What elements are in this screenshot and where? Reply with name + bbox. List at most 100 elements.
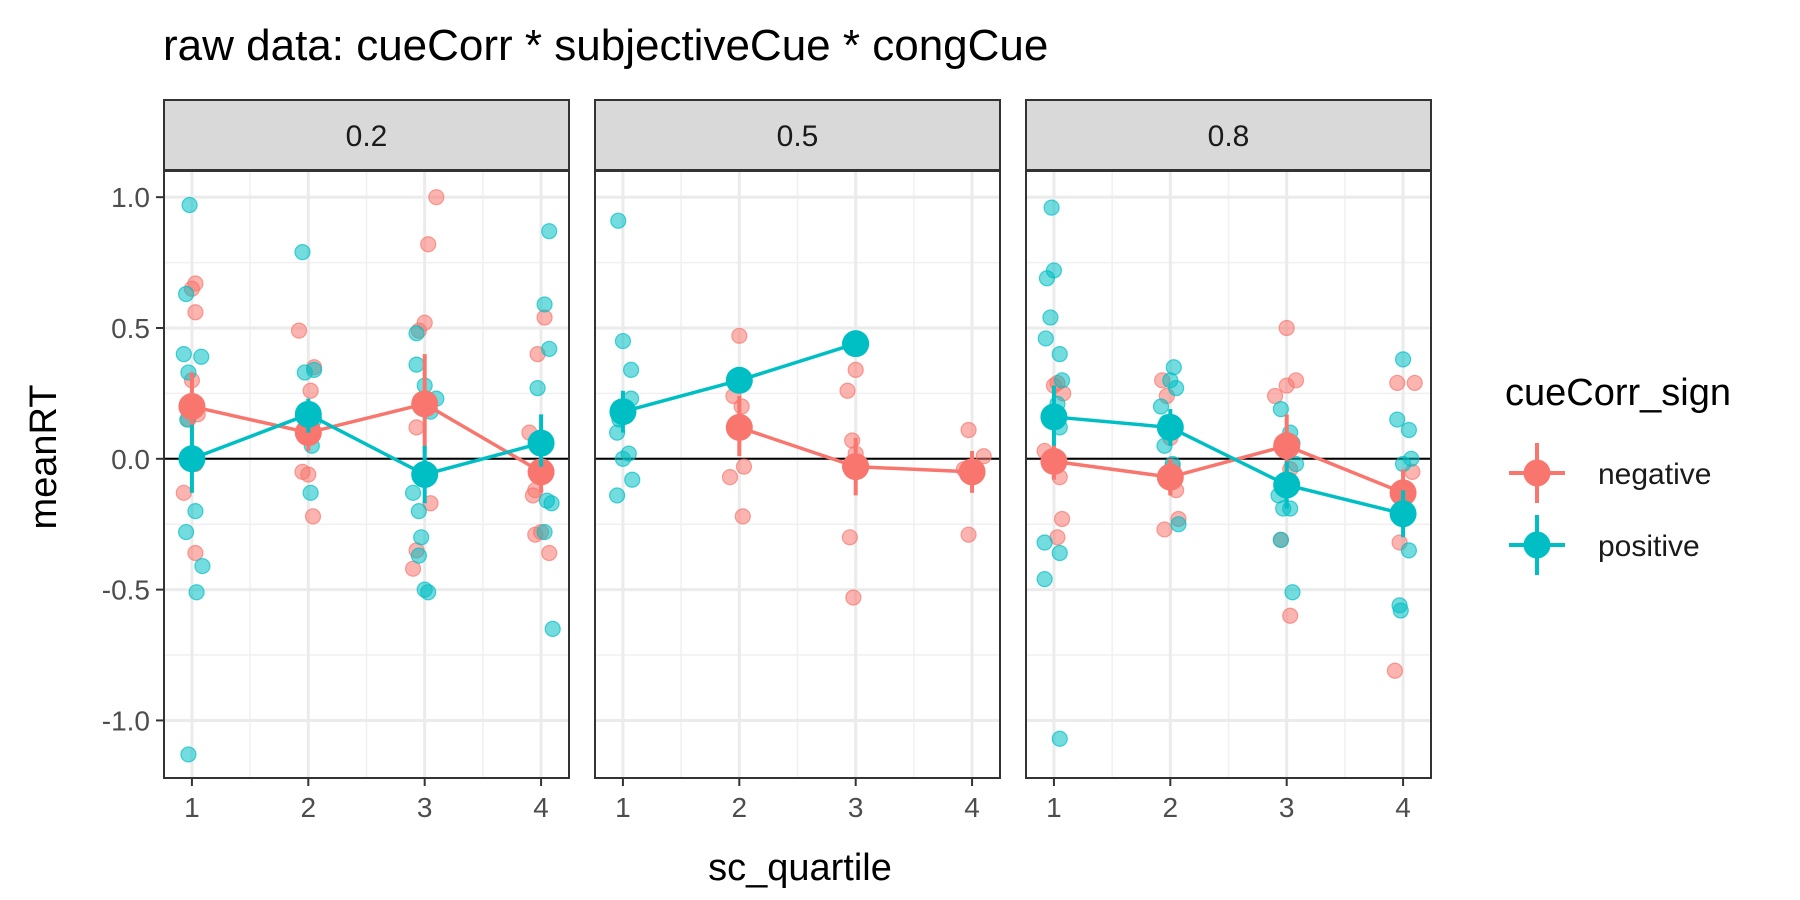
data-point-negative — [839, 382, 856, 399]
y-axis-label: meanRT — [23, 384, 65, 529]
data-point-positive — [1051, 544, 1068, 562]
x-tick-label: 1 — [1046, 792, 1062, 823]
data-point-positive — [1036, 571, 1053, 588]
data-point-positive — [175, 346, 192, 363]
data-point-positive — [1287, 455, 1305, 473]
data-point-positive — [614, 332, 632, 350]
data-point-negative — [1282, 607, 1299, 624]
y-tick-label: -1.0 — [102, 705, 150, 736]
data-point-negative — [975, 448, 992, 465]
mean-point-negative — [725, 413, 753, 441]
legend-entry-positive: positive — [1509, 515, 1700, 575]
mean-point-positive — [1040, 403, 1068, 431]
data-point-positive — [536, 296, 553, 313]
panel-border — [594, 170, 1001, 779]
data-point-negative — [1386, 662, 1404, 679]
facet-strip — [1025, 99, 1432, 171]
data-point-negative — [187, 304, 204, 321]
mean-point-positive — [725, 366, 753, 394]
legend-title: cueCorr_sign — [1505, 372, 1731, 414]
data-point-positive — [420, 584, 437, 601]
mean-point-negative — [1273, 432, 1301, 460]
data-point-negative — [1389, 374, 1406, 392]
data-point-negative — [960, 421, 977, 439]
data-point-negative — [735, 458, 753, 475]
x-tick-label: 2 — [1163, 792, 1179, 823]
chart-title: raw data: cueCorr * subjectiveCue * cong… — [163, 21, 1048, 70]
x-tick-label: 2 — [301, 792, 317, 823]
data-point-positive — [624, 471, 641, 488]
y-tick-label: 0.5 — [111, 313, 150, 344]
data-point-positive — [543, 495, 560, 512]
data-point-positive — [306, 361, 323, 378]
data-point-positive — [413, 529, 430, 546]
data-point-positive — [180, 746, 197, 763]
data-point-positive — [178, 285, 195, 303]
data-point-positive — [622, 361, 640, 378]
facet-strip — [594, 99, 1001, 171]
y-tick-label: 0.0 — [111, 444, 150, 475]
data-point-positive — [1389, 411, 1406, 428]
mean-point-positive — [527, 429, 555, 457]
data-point-negative — [734, 508, 751, 525]
data-point-positive — [609, 487, 626, 504]
data-point-negative — [408, 419, 425, 436]
data-point-negative — [541, 544, 558, 562]
data-point-negative — [1287, 372, 1305, 389]
data-point-positive — [178, 523, 195, 541]
mean-point-positive — [609, 398, 637, 426]
facet-panel: 0.2 1 2 3 4 -1.0 -0.5 0.0 0.5 1.0 — [102, 99, 570, 823]
data-point-negative — [420, 236, 437, 253]
y-tick-label: 1.0 — [111, 182, 150, 213]
mean-line-positive — [191, 412, 542, 477]
mean-point-negative — [411, 390, 439, 418]
data-point-positive — [1038, 270, 1056, 287]
data-point-negative — [187, 544, 204, 562]
data-point-positive — [1037, 330, 1054, 347]
mean-line-positive — [1053, 415, 1404, 516]
data-point-negative — [845, 589, 862, 606]
data-point-negative — [841, 529, 858, 546]
data-point-positive — [1284, 584, 1301, 601]
x-tick-label: 3 — [1279, 792, 1295, 823]
data-point-negative — [1053, 510, 1071, 528]
data-point-negative — [733, 398, 750, 415]
data-point-positive — [1036, 534, 1053, 551]
data-point-negative — [1156, 521, 1173, 538]
legend-key-marker — [1523, 459, 1551, 487]
data-point-positive — [610, 212, 627, 229]
data-point-positive — [1170, 516, 1187, 533]
data-point-negative — [290, 322, 308, 339]
data-point-positive — [1400, 421, 1417, 439]
data-point-positive — [1392, 602, 1409, 619]
facet-strip-label: 0.8 — [1208, 120, 1250, 153]
facet-strip-label: 0.2 — [346, 120, 388, 153]
x-tick-label: 2 — [732, 792, 748, 823]
facet-strip-label: 0.5 — [777, 120, 819, 153]
panel-border — [1025, 170, 1432, 779]
data-point-positive — [294, 244, 311, 261]
data-point-positive — [408, 356, 425, 373]
data-point-positive — [1394, 351, 1412, 368]
data-point-positive — [1053, 372, 1071, 389]
data-point-negative — [1278, 319, 1295, 337]
mean-point-positive — [1273, 471, 1301, 499]
data-point-positive — [193, 348, 210, 365]
panel-border — [163, 170, 570, 779]
data-point-positive — [404, 484, 422, 501]
data-point-positive — [1051, 346, 1068, 363]
data-point-positive — [1272, 531, 1289, 549]
mean-point-negative — [958, 458, 986, 486]
data-point-negative — [731, 327, 748, 344]
x-tick-label: 4 — [1395, 792, 1411, 823]
facet-panel: 0.8 1 2 3 4 — [1025, 99, 1432, 823]
mean-point-negative — [178, 392, 206, 420]
data-point-positive — [408, 325, 425, 342]
data-point-positive — [1152, 398, 1170, 415]
mean-point-negative — [527, 458, 555, 486]
mean-point-positive — [1156, 413, 1184, 441]
legend-key-marker — [1523, 531, 1551, 559]
data-point-positive — [1042, 309, 1059, 326]
data-point-positive — [188, 584, 205, 601]
